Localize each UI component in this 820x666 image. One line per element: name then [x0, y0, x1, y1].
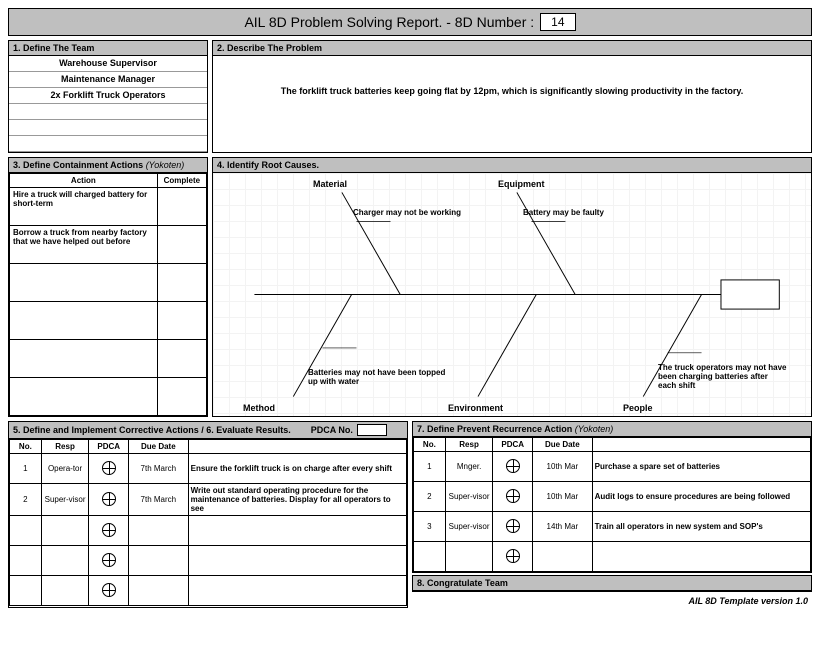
title-bar: AIL 8D Problem Solving Report. - 8D Numb… — [8, 8, 812, 36]
containment-action — [10, 302, 158, 340]
fb-cat-equipment: Equipment — [498, 179, 545, 189]
team-member: Maintenance Manager — [9, 72, 207, 88]
problem-text: The forklift truck batteries keep going … — [213, 56, 811, 152]
table-row — [10, 546, 407, 576]
pdca-icon — [506, 549, 520, 563]
corrective-table: No. Resp PDCA Due Date 1Opera-tor7th Mar… — [9, 439, 407, 606]
containment-action: Borrow a truck from nearby factory that … — [10, 226, 158, 264]
table-row: 2Super-visor7th MarchWrite out standard … — [10, 484, 407, 516]
containment-action — [10, 264, 158, 302]
pdca-icon — [102, 461, 116, 475]
pdca-icon — [506, 489, 520, 503]
containment-action: Hire a truck will charged battery for sh… — [10, 188, 158, 226]
section4-header: 4. Identify Root Causes. — [213, 158, 811, 173]
prevent-table: No. Resp PDCA Due Date 1Mnger.10th MarPu… — [413, 437, 811, 572]
fb-cause-people: The truck operators may not have been ch… — [658, 363, 788, 390]
pdca-icon — [102, 492, 116, 506]
fb-cause-equipment: Battery may be faulty — [523, 208, 604, 217]
table-row — [414, 542, 811, 572]
fb-cat-environment: Environment — [448, 403, 503, 413]
pdca-icon — [506, 459, 520, 473]
fb-cat-material: Material — [313, 179, 347, 189]
team-member — [9, 120, 207, 136]
team-member: Warehouse Supervisor — [9, 56, 207, 72]
pdca-icon — [506, 519, 520, 533]
section-containment: 3. Define Containment Actions (Yokoten) … — [8, 157, 208, 417]
fb-cause-method: Batteries may not have been topped up wi… — [308, 368, 448, 386]
pdca-no-box — [357, 424, 387, 436]
section3-header: 3. Define Containment Actions (Yokoten) — [9, 158, 207, 173]
pdca-icon — [102, 583, 116, 597]
section5-header: 5. Define and Implement Corrective Actio… — [9, 422, 407, 439]
team-member — [9, 104, 207, 120]
section1-header: 1. Define The Team — [9, 41, 207, 56]
section8-header: 8. Congratulate Team — [413, 576, 811, 591]
section2-header: 2. Describe The Problem — [213, 41, 811, 56]
containment-table: Action Complete Hire a truck will charge… — [9, 173, 207, 416]
report-number: 14 — [540, 13, 575, 31]
pdca-icon — [102, 523, 116, 537]
section-define-team: 1. Define The Team Warehouse Supervisor … — [8, 40, 208, 153]
team-list: Warehouse Supervisor Maintenance Manager… — [9, 56, 207, 152]
table-row: 1Mnger.10th MarPurchase a spare set of b… — [414, 452, 811, 482]
fb-cat-people: People — [623, 403, 653, 413]
table-row: 3Super-visor14th MarTrain all operators … — [414, 512, 811, 542]
containment-action — [10, 378, 158, 416]
template-version: AIL 8D Template version 1.0 — [412, 594, 812, 608]
section-corrective-actions: 5. Define and Implement Corrective Actio… — [8, 421, 408, 608]
col-complete: Complete — [157, 174, 206, 188]
fb-cat-method: Method — [243, 403, 275, 413]
table-row: 2Super-visor10th MarAudit logs to ensure… — [414, 482, 811, 512]
table-row — [10, 576, 407, 606]
team-member: 2x Forklift Truck Operators — [9, 88, 207, 104]
section-congratulate: 8. Congratulate Team — [412, 575, 812, 592]
containment-action — [10, 340, 158, 378]
fb-cause-material: Charger may not be working — [353, 208, 461, 217]
fishbone-diagram: Material Equipment Method Environment Pe… — [213, 173, 811, 416]
section-prevent-recurrence: 7. Define Prevent Recurrence Action (Yok… — [412, 421, 812, 573]
report-title: AIL 8D Problem Solving Report. - 8D Numb… — [244, 14, 534, 30]
col-action: Action — [10, 174, 158, 188]
table-row: 1Opera-tor7th MarchEnsure the forklift t… — [10, 454, 407, 484]
pdca-icon — [102, 553, 116, 567]
section7-header: 7. Define Prevent Recurrence Action (Yok… — [413, 422, 811, 437]
section-describe-problem: 2. Describe The Problem The forklift tru… — [212, 40, 812, 153]
team-member — [9, 136, 207, 152]
pdca-no-label: PDCA No. — [311, 425, 353, 435]
table-row — [10, 516, 407, 546]
section-root-causes: 4. Identify Root Causes. Materi — [212, 157, 812, 417]
